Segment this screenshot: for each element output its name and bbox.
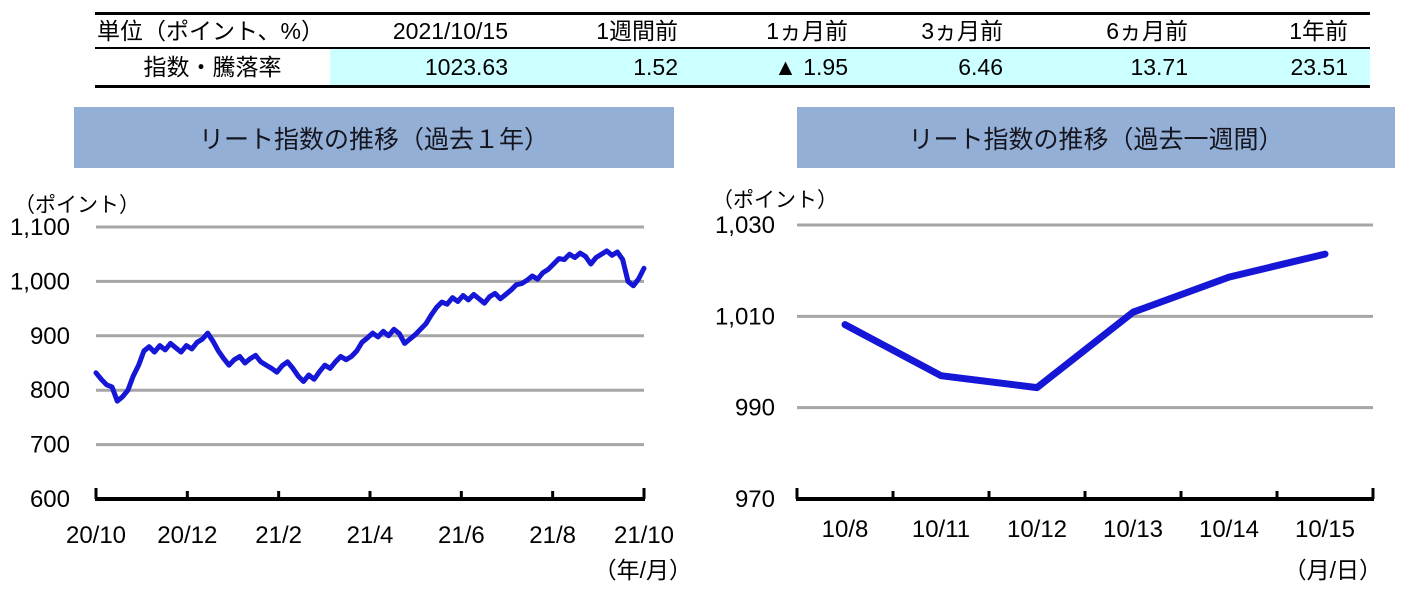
y-tick-label: 900 xyxy=(30,323,70,350)
y-tick-label: 1,000 xyxy=(10,268,70,295)
x-tick-label: 21/8 xyxy=(529,522,576,549)
y-tick-label: 990 xyxy=(735,395,775,422)
table-header-1week: 1週間前 xyxy=(596,17,678,44)
x-tick-label: 20/12 xyxy=(157,522,217,549)
y-axis-unit-label: （ポイント） xyxy=(14,194,140,217)
index-price-line xyxy=(93,248,647,404)
table-header-3month: 3ヵ月前 xyxy=(921,17,1003,44)
yearly-line-chart: （ポイント） 600 700 800 900 1,000 1,100 20/10 20/12 21… xyxy=(10,194,692,583)
x-tick-label: 10/11 xyxy=(912,516,970,543)
change-6month-value: 13.71 xyxy=(1025,49,1210,85)
weekly-chart-title: リート指数の推移（過去一週間） xyxy=(908,125,1284,154)
index-value-current: 1023.63 xyxy=(330,49,530,85)
table-header-row: 単位（ポイント、%） 2021/10/15 1週間前 1ヵ月前 3ヵ月前 6ヵ月… xyxy=(95,15,1370,49)
table-header-1year: 1年前 xyxy=(1289,17,1348,44)
x-tick-label: 21/2 xyxy=(255,522,302,549)
x-tick-label: 10/13 xyxy=(1103,516,1163,543)
change-1week-value: 1.52 xyxy=(530,49,700,85)
summary-table: 単位（ポイント、%） 2021/10/15 1週間前 1ヵ月前 3ヵ月前 6ヵ月… xyxy=(95,12,1370,88)
x-tick-label: 21/4 xyxy=(347,522,394,549)
x-tick-label: 20/10 xyxy=(66,522,126,549)
y-tick-label: 1,030 xyxy=(715,212,775,239)
weekly-line-chart: （ポイント） 970 990 1,010 1,030 10/8 10/11 10/12 10/1… xyxy=(712,189,1382,583)
x-tick-label: 10/12 xyxy=(1007,516,1067,543)
y-tick-label: 1,010 xyxy=(715,303,775,330)
x-tick-label: 21/6 xyxy=(438,522,485,549)
x-tick-label: 10/15 xyxy=(1295,516,1355,543)
x-axis-unit-label: （年/月） xyxy=(594,557,692,583)
yearly-chart-title: リート指数の推移（過去１年） xyxy=(198,125,549,154)
index-price-line xyxy=(841,250,1329,392)
yearly-chart-title-bar: リート指数の推移（過去１年） xyxy=(74,107,674,168)
weekly-chart-title-bar: リート指数の推移（過去一週間） xyxy=(797,107,1395,168)
table-header-6month: 6ヵ月前 xyxy=(1106,17,1188,44)
x-axis-unit-label: （月/日） xyxy=(1284,557,1382,583)
y-tick-label: 800 xyxy=(30,377,70,404)
table-header-date: 2021/10/15 xyxy=(392,17,508,44)
change-1month-value: ▲ 1.95 xyxy=(700,49,870,85)
table-row-label: 指数・騰落率 xyxy=(143,53,282,80)
y-tick-label: 600 xyxy=(30,486,70,513)
change-1year-value: 23.51 xyxy=(1210,49,1370,85)
x-tick-label: 21/10 xyxy=(614,522,674,549)
y-tick-label: 700 xyxy=(30,432,70,459)
change-3month-value: 6.46 xyxy=(870,49,1025,85)
x-tick-label: 10/14 xyxy=(1199,516,1259,543)
x-tick-label: 10/8 xyxy=(822,516,869,543)
table-header-1month: 1ヵ月前 xyxy=(766,17,848,44)
y-axis-unit-label: （ポイント） xyxy=(712,189,838,212)
y-tick-label: 1,100 xyxy=(10,214,70,241)
y-tick-label: 970 xyxy=(735,486,775,513)
table-header-unit: 単位（ポイント、%） xyxy=(97,17,324,44)
table-data-row: 指数・騰落率 1023.63 1.52 ▲ 1.95 6.46 13.71 23… xyxy=(95,49,1370,85)
